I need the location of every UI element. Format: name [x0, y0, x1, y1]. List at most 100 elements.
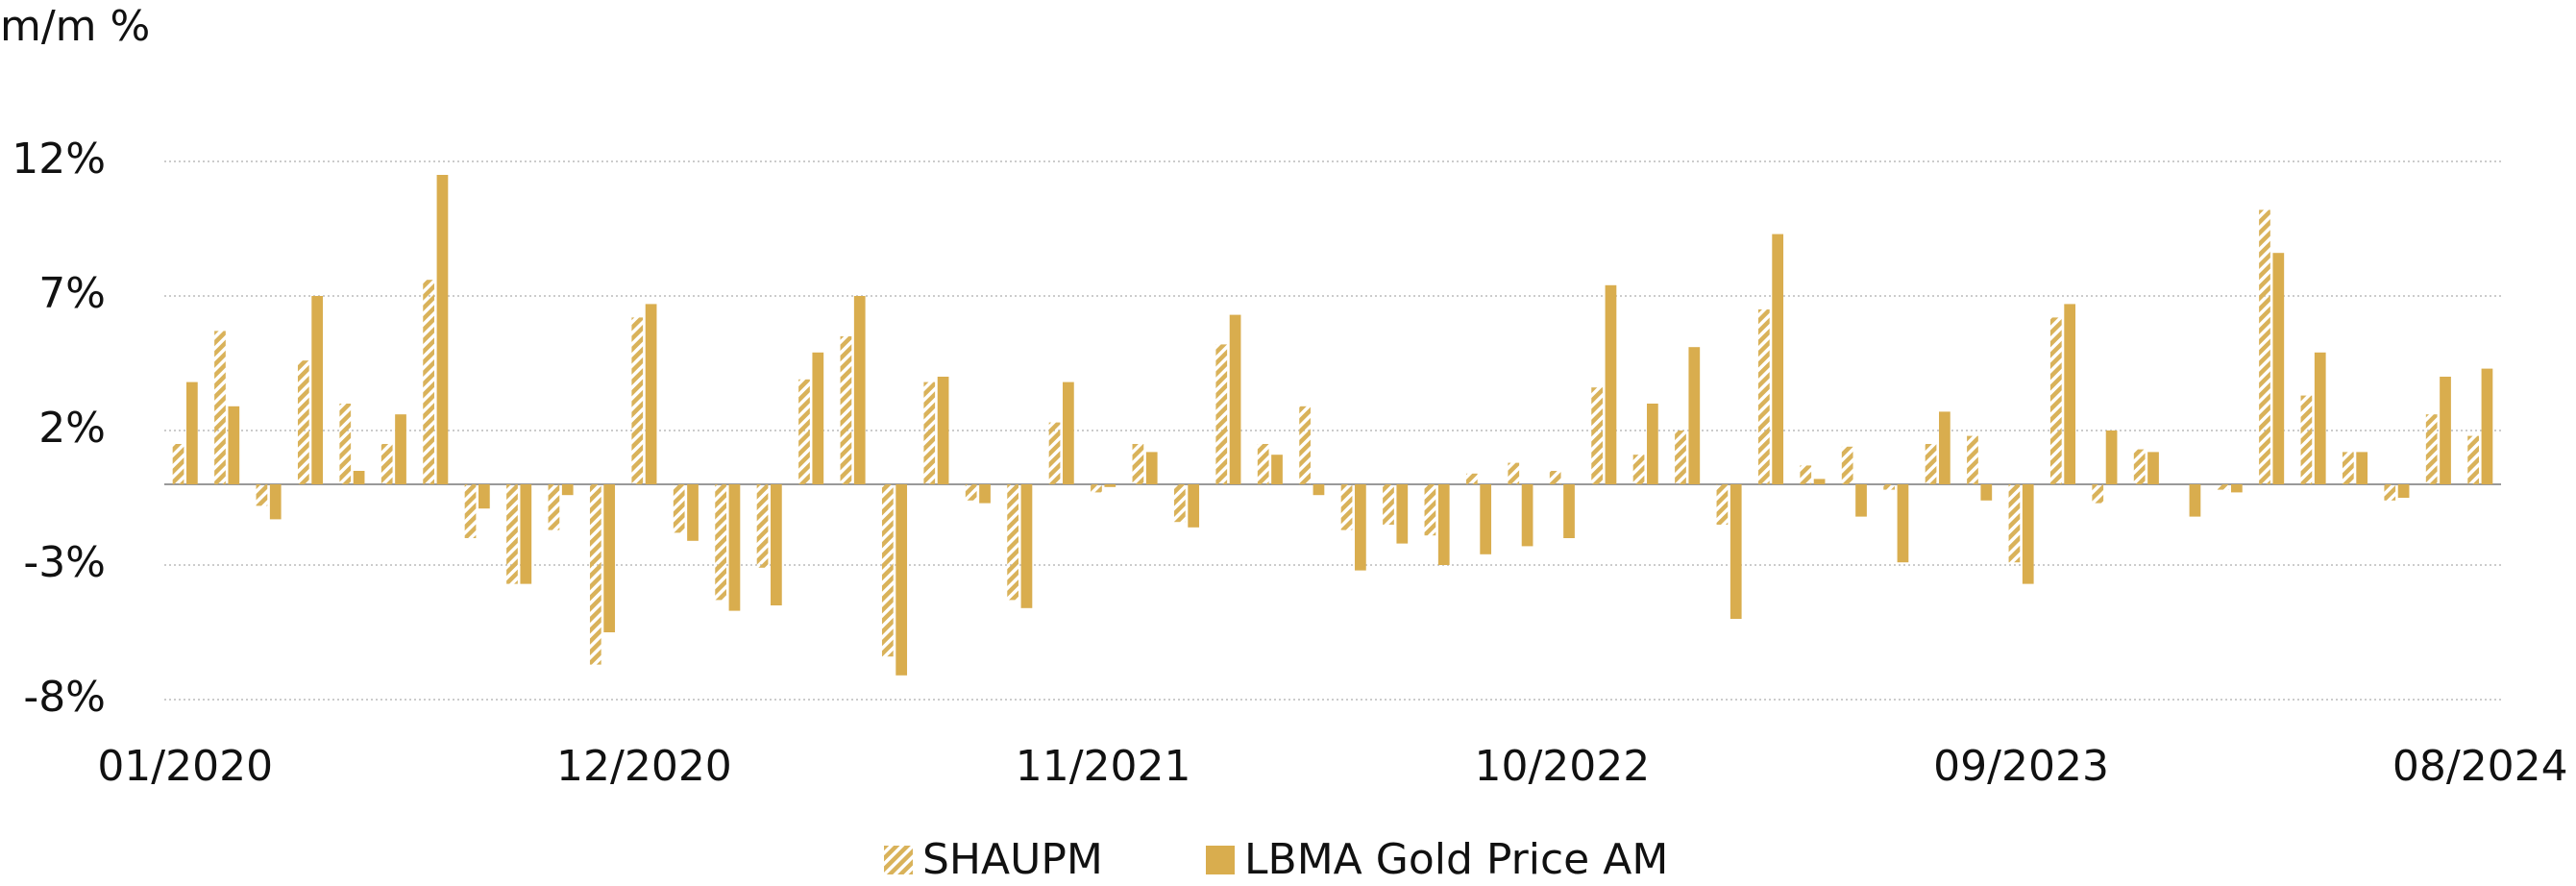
bar — [228, 406, 240, 484]
bar — [1925, 444, 1937, 484]
bar — [2342, 452, 2354, 484]
bar — [2092, 484, 2104, 504]
bar — [2300, 395, 2313, 484]
bar — [1605, 284, 1617, 484]
bar — [2022, 484, 2034, 584]
legend-label: SHAUPM — [922, 835, 1103, 884]
bar — [2356, 452, 2368, 484]
bar — [603, 484, 616, 632]
bar — [1313, 484, 1325, 496]
y-tick-label: 7% — [38, 269, 106, 318]
y-tick-label: -3% — [23, 538, 106, 587]
bar — [269, 484, 282, 520]
bar — [895, 484, 908, 676]
x-tick-label: 09/2023 — [1933, 742, 2109, 791]
bar — [506, 484, 518, 584]
bar — [1730, 484, 1742, 619]
bar — [353, 471, 365, 484]
bar — [2467, 435, 2479, 484]
bar — [853, 296, 866, 484]
bar — [2384, 484, 2396, 501]
bar — [1271, 455, 1283, 484]
bar — [1800, 465, 1812, 484]
bar — [214, 331, 226, 484]
bar — [1007, 484, 1018, 601]
bar — [2314, 352, 2326, 484]
bar — [840, 336, 852, 484]
bar — [561, 484, 574, 496]
y-tick-label: 12% — [12, 135, 106, 184]
bar — [2147, 452, 2159, 484]
bar — [1480, 484, 1492, 554]
bar — [1563, 484, 1575, 538]
bar — [1424, 484, 1436, 536]
bar — [1508, 462, 1520, 484]
bar — [1383, 484, 1394, 525]
bar — [1521, 484, 1533, 547]
bar — [2259, 209, 2270, 484]
bar — [1813, 479, 1826, 484]
bar — [1257, 444, 1269, 484]
bar — [1688, 347, 1701, 484]
bar — [1048, 422, 1061, 484]
bar — [423, 280, 434, 484]
bar — [1632, 455, 1645, 484]
y-tick-label: -8% — [23, 673, 106, 722]
bar — [1757, 309, 1770, 484]
bar — [1883, 484, 1895, 490]
bar — [1188, 484, 1200, 528]
bar — [881, 484, 894, 657]
bar — [923, 381, 936, 484]
bar — [812, 352, 824, 484]
bar — [2425, 414, 2438, 484]
bar — [1173, 484, 1186, 523]
bar — [1855, 484, 1867, 517]
bar — [1980, 484, 1993, 501]
bar — [1340, 484, 1353, 530]
bar — [1229, 314, 1241, 484]
bar — [478, 484, 490, 509]
bar — [464, 484, 477, 538]
bar — [297, 360, 309, 484]
bar — [186, 381, 198, 484]
x-tick-label: 12/2020 — [556, 742, 732, 791]
bar — [311, 296, 324, 484]
bar — [2133, 449, 2146, 484]
bar — [1299, 406, 1311, 484]
legend-swatch — [1206, 846, 1235, 874]
x-tick-label: 11/2021 — [1016, 742, 1191, 791]
bar — [1591, 387, 1603, 484]
bar — [1939, 411, 1950, 484]
bar — [1675, 431, 1686, 484]
bar — [2105, 431, 2118, 484]
bar — [1063, 381, 1074, 484]
bar — [1647, 404, 1658, 484]
bar — [1967, 435, 1978, 484]
bar — [2064, 304, 2076, 484]
bar — [771, 484, 782, 605]
bar — [2440, 377, 2451, 484]
bar — [1841, 446, 1853, 484]
bar — [631, 317, 644, 484]
bar — [395, 414, 406, 484]
bar — [2189, 484, 2201, 517]
bar — [798, 379, 810, 484]
legend-label: LBMA Gold Price AM — [1244, 835, 1668, 884]
bar — [256, 484, 268, 506]
bar — [2481, 368, 2493, 484]
y-axis-label: m/m % — [0, 2, 150, 51]
bar — [2272, 253, 2285, 484]
x-tick-label: 01/2020 — [97, 742, 273, 791]
bar — [589, 484, 601, 665]
bar — [1020, 484, 1033, 608]
bar — [1215, 344, 1228, 484]
bar — [2049, 317, 2062, 484]
bar — [1396, 484, 1409, 544]
bar — [1091, 484, 1102, 493]
bar — [1772, 234, 1784, 484]
bar — [687, 484, 699, 541]
bar — [673, 484, 685, 533]
x-tick-label: 08/2024 — [2392, 742, 2568, 791]
